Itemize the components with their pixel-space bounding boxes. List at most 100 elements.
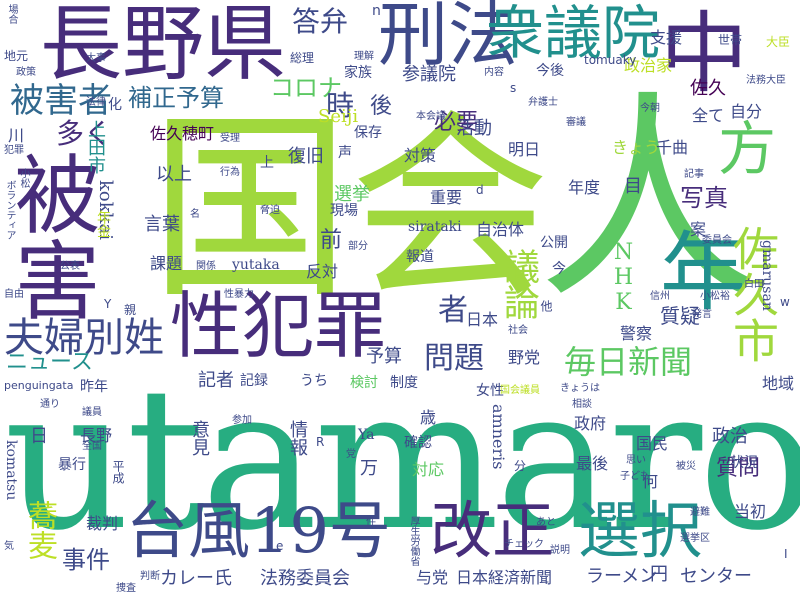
word-nen: 年 (660, 223, 746, 323)
word-naiyou: 内容 (484, 67, 504, 78)
word-mei: 名 (190, 209, 200, 220)
word-corona: コロナ (270, 74, 342, 102)
word-ooku: 多く (56, 117, 113, 150)
word-naganoken: 長野県 (40, 0, 287, 92)
word-kyouhaku: 脅迫 (260, 205, 280, 216)
word-higaisha: 被害者 (10, 81, 112, 121)
word-kyouwa: きょうは (560, 383, 600, 394)
word-setsumei: 説明 (550, 545, 570, 556)
word-ueda: 上田市 (85, 120, 106, 174)
word-jiken: 事件 (62, 546, 110, 574)
word-hodo: 報道 (406, 249, 434, 265)
word-ramen: ラーメン (586, 566, 658, 587)
word-jiyuu: 自由 (4, 289, 24, 300)
word-seido: 制度 (390, 375, 418, 391)
word-houmu: 法務大臣 (746, 75, 786, 86)
word-katsudou: 活動 (456, 118, 492, 139)
word-giron: 議論 (498, 248, 539, 320)
word-check: チェック (504, 539, 544, 550)
word-tousho: 当初 (734, 502, 767, 521)
word-koui: 行為 (220, 167, 240, 178)
word-kousei: 厚生労働省 (408, 516, 419, 566)
word-sai: 歳 (420, 408, 437, 427)
word-nhk: NHK (611, 240, 636, 315)
word-bankou: 万 (360, 458, 378, 479)
word-josei: 女性 (476, 383, 504, 399)
word-giin: 議員 (82, 407, 102, 418)
word-ue: 上 (260, 155, 274, 171)
word-utamaro: utamaro (4, 346, 800, 574)
word-seiji-ja: 政治 (712, 426, 748, 447)
word-sha: 者 (438, 293, 468, 328)
word-kisha: 記者 (198, 370, 234, 391)
word-nani: 何 (642, 472, 659, 491)
word-center: センター (680, 566, 752, 587)
word-jimoto: 地元 (4, 49, 29, 63)
word-shuugiin: 衆議院 (486, 0, 661, 67)
word-joukyou: 状況 (730, 455, 758, 471)
word-sakunen: 昨年 (80, 379, 108, 395)
word-heisei: 平成 (111, 460, 125, 484)
word-mae: 前 (320, 228, 343, 253)
word-e: e (276, 539, 284, 553)
word-bubun: 部分 (348, 241, 368, 252)
word-sakushi: 佐久市 (726, 225, 780, 363)
word-juri: 受理 (220, 133, 240, 144)
word-saku: 佐久 (690, 78, 726, 99)
word-ijou: 以上 (156, 164, 192, 185)
word-news: ニュース (6, 350, 93, 375)
word-sangiin: 参議院 (402, 64, 456, 85)
word-ashita: 明日 (508, 140, 541, 159)
word-hoseiyosan: 補正予算 (128, 84, 224, 112)
word-y: Y (104, 297, 112, 311)
word-nikkei: 日本経済新聞 (456, 568, 553, 587)
word-ka: 化 (108, 97, 122, 113)
word-komatsu-ja: 小松裕 (700, 291, 730, 302)
word-jichitai: 自治体 (476, 220, 525, 239)
word-iken: 意見 (189, 420, 210, 456)
word-subete: 全て (692, 106, 725, 125)
word-toben: 答弁 (292, 5, 349, 38)
word-kentou: 検討 (350, 375, 378, 391)
word-sentaku: 選択 (578, 494, 703, 567)
word-chiiki: 地域 (762, 374, 795, 393)
word-tomuaky: tomuaky (584, 53, 637, 67)
word-kyoyouki: 今後 (536, 63, 564, 79)
word-mondai: 問題 (424, 341, 484, 376)
word-nendo: 年度 (568, 178, 601, 197)
word-taisaku: 対策 (404, 146, 437, 165)
word-sekai: 世帯 (718, 33, 743, 47)
word-houmuiinkai: 法務委員会 (260, 568, 350, 589)
word-kadai: 課題 (150, 254, 183, 273)
word-ato: あと (536, 517, 556, 528)
word-higaisha2: 被災 (676, 461, 696, 472)
word-seijika: 政治家 (624, 56, 673, 75)
word-basho: 場合 (6, 4, 17, 24)
word-komoro: 小松 (18, 168, 29, 188)
word-hinan: 避難 (690, 507, 710, 518)
word-sakuhocho: 佐久穂町 (150, 124, 215, 143)
word-kodomo: 子ども (620, 471, 650, 482)
word-kokkaigiin: 国会議員 (500, 385, 540, 396)
word-juuyou: 重要 (430, 188, 463, 207)
word-hitsuyou: 必要 (434, 110, 479, 135)
word-kaisei: 改正 (430, 494, 555, 567)
word-ki: 気 (4, 541, 14, 552)
word-bengoshi: 弁護士 (528, 97, 558, 108)
word-kokkai: 国会 (150, 93, 551, 326)
word-shien: 支援 (650, 28, 683, 47)
word-hatsugen: 発言 (692, 309, 712, 320)
word-kankei: 関係 (196, 261, 216, 272)
word-kaki: 記事 (684, 169, 704, 180)
word-sirataki: sirataki (408, 219, 462, 235)
word-yatou: 野党 (508, 348, 541, 367)
word-fukkyuu: 復旧 (288, 146, 324, 167)
word-d: d (476, 183, 484, 197)
word-bun: 分 (514, 459, 527, 473)
word-bouko: 暴行 (58, 457, 86, 473)
word-kongetsu: 今朝 (640, 103, 660, 114)
word-kotoba: 言葉 (144, 214, 180, 235)
word-s: s (510, 81, 517, 95)
word-ken: 件 (366, 517, 376, 528)
word-naka: 中 (660, 2, 749, 105)
